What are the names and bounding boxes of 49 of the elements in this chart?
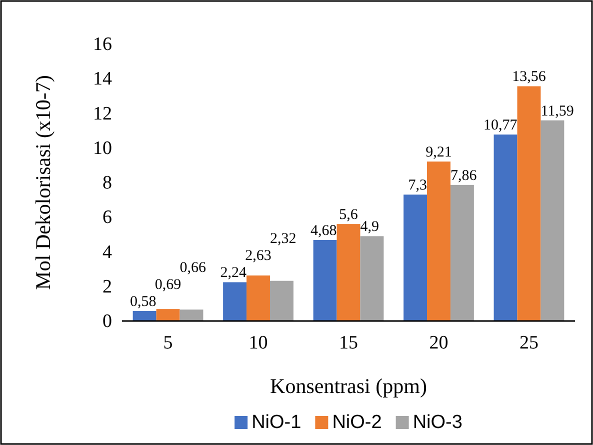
- data-label: 11,59: [540, 103, 574, 120]
- y-tick-label: 0: [102, 311, 112, 332]
- bar: [223, 282, 247, 321]
- y-tick-label: 4: [102, 242, 112, 263]
- bar: [540, 120, 564, 321]
- data-label: 10,77: [483, 118, 518, 134]
- x-tick-label: 20: [429, 332, 448, 354]
- data-label: 13,56: [512, 69, 546, 86]
- y-tick-label: 2: [102, 276, 112, 298]
- data-label: 9,21: [426, 144, 452, 161]
- bar: [246, 275, 270, 321]
- bar: [270, 280, 294, 321]
- bar: [450, 184, 474, 321]
- data-label: 2,32: [270, 231, 296, 248]
- bar: [336, 224, 360, 321]
- bar: [360, 236, 384, 321]
- y-axis-title: Mol Dekolorisasi (x10-7): [31, 75, 55, 290]
- bar: [494, 134, 518, 321]
- data-label: 2,24: [220, 265, 248, 282]
- x-tick-label: 10: [248, 332, 268, 354]
- x-axis-title: Konsentrasi (ppm): [270, 374, 427, 398]
- y-tick-label: 6: [102, 207, 112, 228]
- legend-label: NiO-1: [252, 412, 302, 433]
- data-label: 5,6: [339, 207, 358, 224]
- y-tick-label: 12: [93, 103, 112, 124]
- y-tick-label: 10: [93, 138, 112, 159]
- x-tick-label: 15: [339, 332, 358, 354]
- bar: [427, 162, 450, 321]
- bar: [517, 86, 541, 321]
- x-tick-label: 5: [163, 332, 173, 354]
- data-label: 4,68: [310, 222, 337, 239]
- data-label: 0,58: [130, 294, 156, 310]
- data-label: 0,69: [154, 276, 182, 293]
- bar: [180, 310, 204, 321]
- y-tick-label: 8: [102, 172, 112, 194]
- bar: [313, 240, 337, 321]
- x-tick-label: 25: [519, 332, 538, 354]
- data-label: 7,3: [408, 178, 428, 194]
- data-label: 4,9: [360, 219, 379, 236]
- data-label: 7,86: [450, 168, 478, 184]
- y-tick-label: 14: [93, 68, 112, 90]
- legend-label: NiO-2: [332, 412, 382, 433]
- data-label: 0,66: [180, 260, 207, 276]
- bar: [404, 194, 428, 321]
- y-tick-label: 16: [93, 34, 112, 56]
- bar: [132, 310, 156, 321]
- bar: [156, 309, 180, 321]
- legend-label: NiO-3: [412, 412, 462, 433]
- data-label: 2,63: [245, 248, 272, 264]
